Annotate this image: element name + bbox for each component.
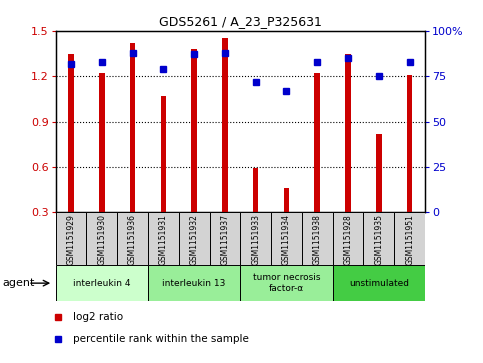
- Bar: [56, 265, 148, 301]
- Bar: [314, 73, 320, 212]
- Bar: [376, 134, 382, 212]
- Text: agent: agent: [2, 278, 35, 288]
- Bar: [99, 73, 104, 212]
- Text: percentile rank within the sample: percentile rank within the sample: [73, 334, 249, 344]
- Text: GSM1151930: GSM1151930: [97, 214, 106, 265]
- Bar: [68, 53, 74, 212]
- Text: GSM1151929: GSM1151929: [67, 214, 75, 265]
- Bar: [271, 212, 302, 265]
- Text: GSM1151931: GSM1151931: [159, 214, 168, 265]
- Bar: [222, 38, 227, 212]
- Bar: [117, 212, 148, 265]
- Text: interleukin 13: interleukin 13: [162, 279, 226, 287]
- Bar: [394, 212, 425, 265]
- Text: GSM1151936: GSM1151936: [128, 214, 137, 265]
- Text: GSM1151938: GSM1151938: [313, 214, 322, 265]
- Text: GSM1151934: GSM1151934: [282, 214, 291, 265]
- Text: GSM1151933: GSM1151933: [251, 214, 260, 265]
- Bar: [407, 75, 412, 212]
- Bar: [130, 43, 135, 212]
- Text: unstimulated: unstimulated: [349, 279, 409, 287]
- Bar: [364, 212, 394, 265]
- Text: GSM1151928: GSM1151928: [343, 214, 353, 265]
- Text: GSM1151951: GSM1151951: [405, 214, 414, 265]
- Title: GDS5261 / A_23_P325631: GDS5261 / A_23_P325631: [159, 15, 322, 28]
- Bar: [148, 265, 241, 301]
- Text: log2 ratio: log2 ratio: [73, 312, 123, 322]
- Bar: [333, 265, 425, 301]
- Bar: [86, 212, 117, 265]
- Bar: [284, 188, 289, 212]
- Bar: [253, 168, 258, 212]
- Text: GSM1151937: GSM1151937: [220, 214, 229, 265]
- Bar: [210, 212, 240, 265]
- Bar: [179, 212, 210, 265]
- Bar: [56, 212, 86, 265]
- Text: tumor necrosis
factor-α: tumor necrosis factor-α: [253, 273, 320, 293]
- Bar: [333, 212, 364, 265]
- Bar: [302, 212, 333, 265]
- Bar: [240, 265, 333, 301]
- Text: GSM1151932: GSM1151932: [190, 214, 199, 265]
- Bar: [160, 96, 166, 212]
- Bar: [240, 212, 271, 265]
- Bar: [345, 53, 351, 212]
- Text: GSM1151935: GSM1151935: [374, 214, 384, 265]
- Bar: [148, 212, 179, 265]
- Text: interleukin 4: interleukin 4: [73, 279, 130, 287]
- Bar: [191, 49, 197, 212]
